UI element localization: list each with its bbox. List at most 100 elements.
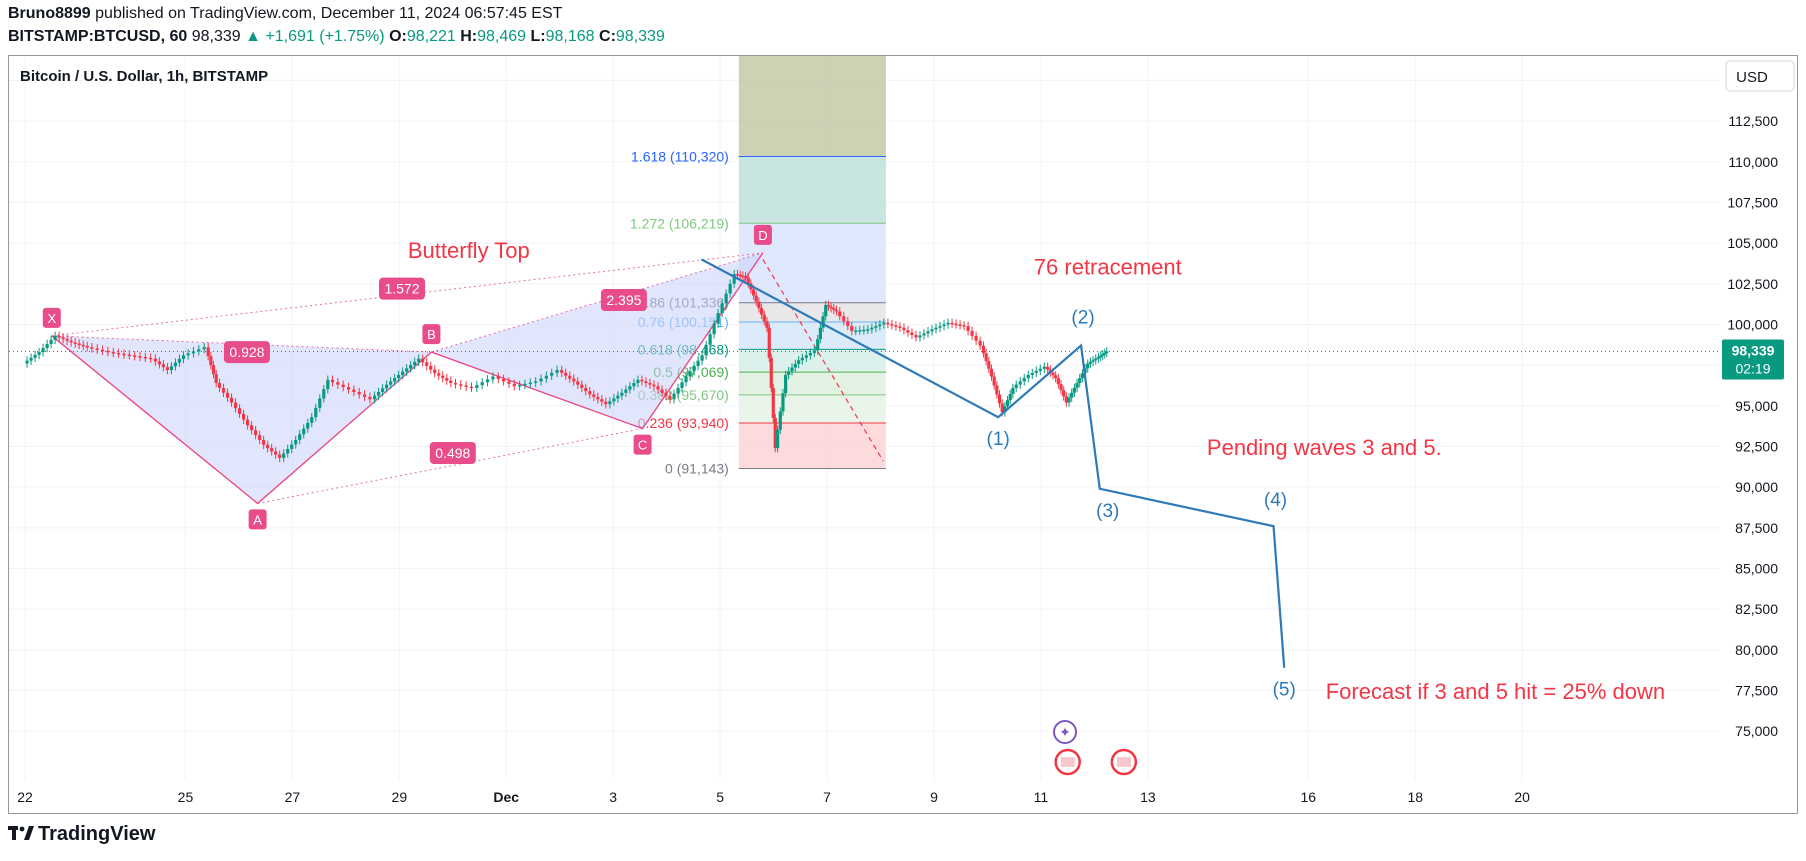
pattern-ratio-line bbox=[257, 428, 643, 504]
candle-body bbox=[274, 451, 278, 455]
candle-body bbox=[1088, 361, 1093, 364]
candle-body bbox=[829, 306, 833, 309]
candle-body bbox=[127, 354, 131, 357]
candle-body bbox=[157, 361, 161, 365]
candle-body bbox=[938, 326, 942, 328]
wave-label: (4) bbox=[1264, 490, 1287, 511]
candle-body bbox=[934, 327, 938, 330]
candle-body bbox=[425, 362, 429, 366]
candle-body bbox=[769, 357, 773, 388]
candle-body bbox=[692, 365, 696, 372]
candle-body bbox=[1018, 381, 1022, 385]
x-tick-label: 9 bbox=[930, 789, 938, 805]
currency-button-label[interactable]: USD bbox=[1736, 69, 1768, 86]
candle-body bbox=[628, 386, 632, 390]
candle-body bbox=[100, 349, 105, 352]
candle-body bbox=[433, 369, 437, 374]
candle-body bbox=[858, 330, 862, 332]
candle-body bbox=[922, 333, 926, 336]
candle-body bbox=[173, 362, 178, 367]
candle-body bbox=[821, 316, 825, 328]
candle-body bbox=[1030, 372, 1034, 375]
candle-body bbox=[914, 335, 918, 338]
candle-body bbox=[668, 396, 672, 400]
candle-body bbox=[790, 367, 794, 372]
x-tick-label: 18 bbox=[1407, 789, 1423, 805]
pattern-ratio-label: 0.498 bbox=[435, 445, 470, 461]
pattern-point-label: D bbox=[758, 228, 767, 243]
candle-body bbox=[33, 354, 37, 358]
candle-body bbox=[1059, 384, 1063, 391]
pattern-ratio-box bbox=[429, 441, 476, 464]
candle-body bbox=[616, 395, 620, 399]
candle-body bbox=[942, 324, 946, 327]
candle-body bbox=[850, 326, 854, 331]
candle-body bbox=[767, 327, 771, 358]
candle-body bbox=[111, 352, 115, 354]
candle-body bbox=[1075, 383, 1079, 388]
candle-body bbox=[475, 385, 479, 388]
candle-body bbox=[738, 274, 742, 277]
candle-body bbox=[81, 344, 85, 347]
chart-frame bbox=[8, 55, 1798, 814]
candle-body bbox=[85, 346, 89, 348]
candle-body bbox=[1096, 356, 1101, 359]
candle-body bbox=[322, 389, 326, 399]
candle-body bbox=[161, 364, 165, 368]
y-tick-label: 85,000 bbox=[1735, 560, 1778, 576]
candle-body bbox=[878, 324, 882, 327]
candle-body bbox=[318, 398, 322, 408]
candle-body bbox=[978, 340, 982, 346]
candle-body bbox=[336, 382, 340, 385]
candle-body bbox=[1003, 406, 1007, 413]
candle-body bbox=[746, 277, 750, 284]
event-us-flag-fill bbox=[1060, 757, 1075, 767]
candle-body bbox=[225, 392, 230, 398]
candle-body bbox=[846, 321, 850, 327]
candle-body bbox=[441, 375, 445, 379]
footer-brand: TradingView bbox=[38, 823, 156, 845]
pattern-ratio-box bbox=[223, 341, 270, 364]
candle-body bbox=[950, 322, 954, 325]
candle-body bbox=[49, 339, 53, 344]
candle-body bbox=[491, 376, 495, 380]
chart-title: Bitcoin / U.S. Dollar, 1h, BITSTAMP bbox=[20, 68, 268, 85]
publisher-name[interactable]: Bruno8899 bbox=[8, 5, 91, 22]
candle-body bbox=[555, 370, 559, 373]
candle-body bbox=[377, 391, 381, 396]
candle-body bbox=[797, 360, 801, 364]
candle-body bbox=[743, 276, 748, 278]
candle-body bbox=[1005, 400, 1010, 407]
candle-body bbox=[898, 326, 902, 328]
candle-body bbox=[771, 387, 775, 418]
candle-body bbox=[181, 355, 186, 360]
candle-body bbox=[266, 444, 270, 449]
candle-body bbox=[700, 355, 704, 361]
y-tick-label: 80,000 bbox=[1735, 642, 1778, 658]
close-label: C: bbox=[599, 28, 616, 45]
candle-body bbox=[270, 448, 274, 452]
up-arrow-icon: ▲ bbox=[245, 28, 261, 45]
chart-annotation: Butterfly Top bbox=[408, 238, 530, 263]
candle-body bbox=[544, 375, 548, 379]
candle-body bbox=[732, 274, 736, 284]
x-tick-label: 3 bbox=[609, 789, 617, 805]
candle-body bbox=[894, 325, 898, 327]
candle-body bbox=[217, 383, 222, 388]
candle-body bbox=[970, 330, 974, 336]
candle-body bbox=[676, 387, 680, 394]
currency-button[interactable] bbox=[1725, 60, 1795, 92]
fib-band bbox=[738, 423, 886, 469]
event-us-flag-fill bbox=[1116, 757, 1131, 767]
low-value: 98,168 bbox=[545, 28, 595, 45]
candle-body bbox=[720, 303, 724, 314]
candle-body bbox=[946, 322, 950, 325]
candle-body bbox=[838, 311, 842, 317]
pattern-ratio-line bbox=[51, 252, 763, 337]
y-tick-label: 82,500 bbox=[1735, 601, 1778, 617]
candle-body bbox=[278, 454, 282, 458]
candle-body bbox=[211, 365, 216, 375]
fib-level-label: 1.618 (110,320) bbox=[631, 149, 729, 165]
candle-body bbox=[781, 393, 785, 412]
